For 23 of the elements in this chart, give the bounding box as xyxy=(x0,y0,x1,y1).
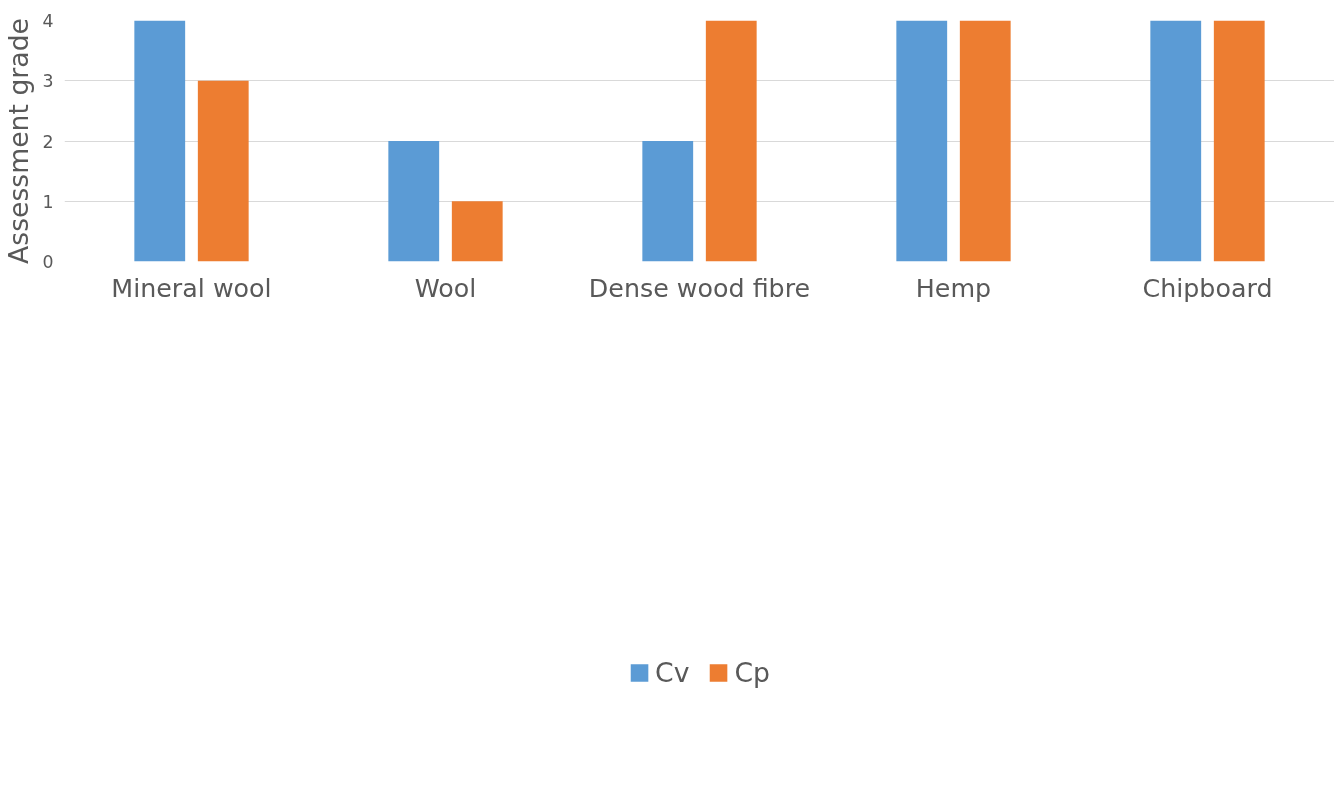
x-tick-label: Dense wood fibre xyxy=(588,272,811,303)
bar xyxy=(1213,20,1265,262)
bar xyxy=(197,80,249,262)
bar xyxy=(134,20,186,262)
bar xyxy=(642,141,694,262)
bar xyxy=(451,201,503,262)
bar xyxy=(388,141,440,262)
y-tick-label: 3 xyxy=(42,71,54,92)
y-axis-title: Assessment grade xyxy=(3,18,35,264)
y-tick-label: 0 xyxy=(42,252,54,272)
bar xyxy=(959,20,1011,262)
y-tick-label: 2 xyxy=(42,131,54,152)
bar xyxy=(705,20,757,262)
y-tick-label: 4 xyxy=(42,11,54,31)
x-tick-label: Mineral wool xyxy=(111,272,272,303)
x-tick-label: Hemp xyxy=(915,272,992,303)
legend-label: Cv xyxy=(655,656,690,688)
legend-label: Cp xyxy=(734,656,770,688)
bar xyxy=(1150,20,1202,262)
x-tick-label: Wool xyxy=(414,272,477,303)
y-tick-label: 1 xyxy=(42,191,54,212)
x-tick-label: Chipboard xyxy=(1142,272,1273,303)
bar xyxy=(896,20,948,262)
